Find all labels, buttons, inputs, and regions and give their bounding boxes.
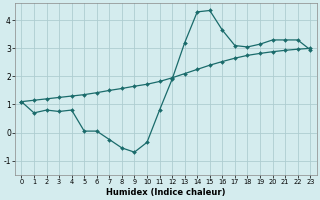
- X-axis label: Humidex (Indice chaleur): Humidex (Indice chaleur): [106, 188, 226, 197]
